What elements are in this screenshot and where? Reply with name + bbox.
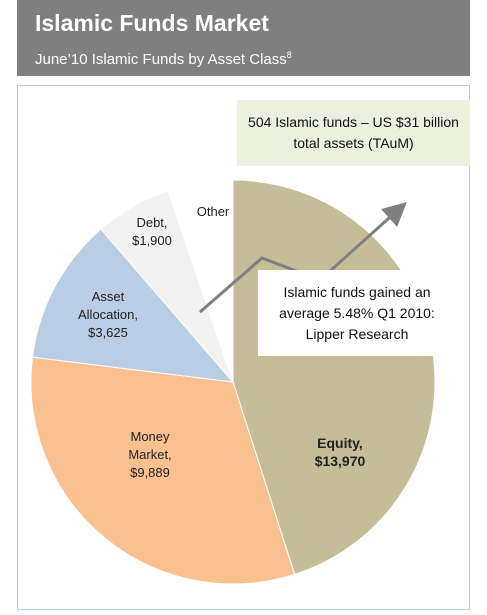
pie-slice (31, 228, 235, 383)
slice-label: Asset Allocation, $3,625 (68, 288, 148, 342)
footnote-mark: 8 (286, 50, 292, 60)
pie-slice (30, 356, 296, 585)
category-label: Debt, (136, 215, 168, 230)
annotation: Islamic funds gained an average 5.48% Q1… (258, 270, 456, 356)
chart-frame (17, 85, 470, 610)
value-label: $13,970 (314, 453, 366, 469)
slice-label: Debt, $1,900 (112, 214, 192, 250)
category-label: Asset Allocation, (78, 289, 138, 322)
slice-label: Equity, $13,970 (295, 434, 385, 470)
value-label: $3,625 (88, 325, 128, 340)
pie-slice (167, 179, 234, 383)
pie (30, 179, 436, 585)
title: Islamic Funds Market (35, 10, 269, 36)
subtitle: June’10 Islamic Funds by Asset Class (35, 51, 287, 68)
category-label: Money Market, (128, 429, 172, 462)
category-label: Equity, (317, 435, 363, 451)
trend-arrow (199, 201, 407, 314)
value-label: $1,900 (132, 233, 172, 248)
slice-label: Money Market, $9,889 (110, 428, 190, 482)
category-label: Other (196, 204, 230, 219)
value-label: $9,889 (130, 465, 170, 480)
annotation: 504 Islamic funds – US $31 billion total… (237, 100, 470, 166)
subtitle-row: June’10 Islamic Funds by Asset Class8 (35, 50, 292, 68)
slice-label: Other (173, 203, 253, 221)
header: Islamic Funds Market June’10 Islamic Fun… (17, 0, 470, 76)
